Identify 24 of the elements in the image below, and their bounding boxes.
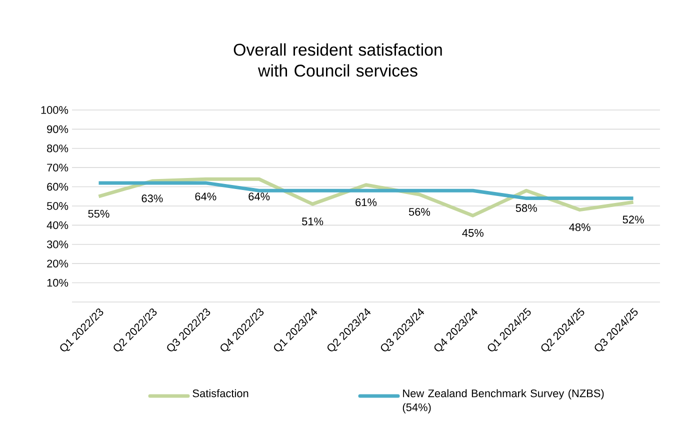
data-label: 55% [88, 210, 110, 218]
legend-label: Satisfaction [192, 389, 248, 398]
y-tick-label: 40% [46, 221, 68, 230]
y-tick-label: 20% [47, 260, 68, 268]
data-label: 52% [622, 216, 644, 224]
data-label: 64% [248, 192, 270, 200]
data-label: 56% [408, 208, 430, 216]
data-label: 61% [356, 198, 377, 206]
legend-label: New Zealand Benchmark Survey (NZBS) (54%) [402, 389, 604, 414]
data-label: 45% [462, 229, 484, 237]
data-label: 64% [195, 192, 216, 200]
y-tick-label: 90% [47, 125, 68, 134]
y-tick-label: 30% [46, 240, 68, 248]
data-label: 48% [569, 223, 590, 232]
y-tick-label: 80% [47, 144, 68, 152]
data-label: 63% [142, 194, 163, 202]
y-tick-label: 100% [41, 106, 68, 114]
chart-title: Overall resident satisfaction with Council services [234, 43, 442, 77]
data-label: 58% [516, 204, 537, 212]
y-tick-label: 10% [47, 278, 68, 287]
y-tick-label: 50% [46, 202, 68, 210]
y-tick-label: 70% [47, 164, 68, 172]
data-label: 51% [302, 218, 324, 226]
y-tick-label: 60% [47, 182, 68, 191]
